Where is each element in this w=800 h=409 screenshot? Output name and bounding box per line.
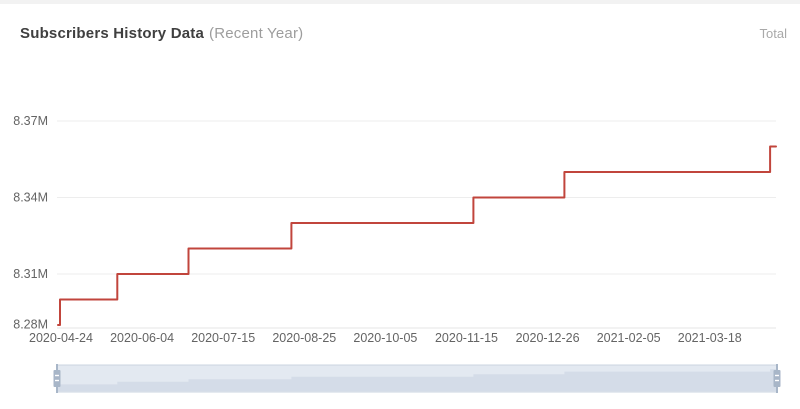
slider-left-handle[interactable] xyxy=(53,364,61,393)
slider-data-shadow xyxy=(58,369,776,391)
x-axis-label: 2021-02-05 xyxy=(597,331,661,345)
slider-right-handle[interactable] xyxy=(773,364,781,393)
chart-header: Subscribers History Data (Recent Year) To… xyxy=(20,25,787,45)
x-axis-label: 2020-11-15 xyxy=(435,331,498,345)
y-axis-label: 8.28M xyxy=(13,318,48,332)
x-axis-label: 2020-08-25 xyxy=(272,331,336,345)
x-axis-label: 2020-12-26 xyxy=(516,331,580,345)
total-series-line xyxy=(57,145,777,326)
x-axis-label: 2020-10-05 xyxy=(353,331,417,345)
top-strip xyxy=(0,0,800,4)
datazoom-slider[interactable] xyxy=(53,364,781,393)
x-axis-label: 2020-04-24 xyxy=(29,331,93,345)
y-axis-label: 8.37M xyxy=(13,114,48,128)
slider-right-handle-grip[interactable] xyxy=(773,370,781,387)
chart-subtitle: (Recent Year) xyxy=(209,25,304,42)
x-axis-label: 2020-06-04 xyxy=(110,331,174,345)
x-axis-label: 2020-07-15 xyxy=(191,331,255,345)
legend-item-total[interactable]: Total xyxy=(759,26,787,41)
chart-title: Subscribers History Data xyxy=(20,25,205,42)
slider-left-handle-grip[interactable] xyxy=(53,370,61,387)
y-axis-label: 8.34M xyxy=(13,191,48,205)
x-axis-label: 2021-03-18 xyxy=(678,331,742,345)
y-axis-label: 8.31M xyxy=(13,267,48,281)
